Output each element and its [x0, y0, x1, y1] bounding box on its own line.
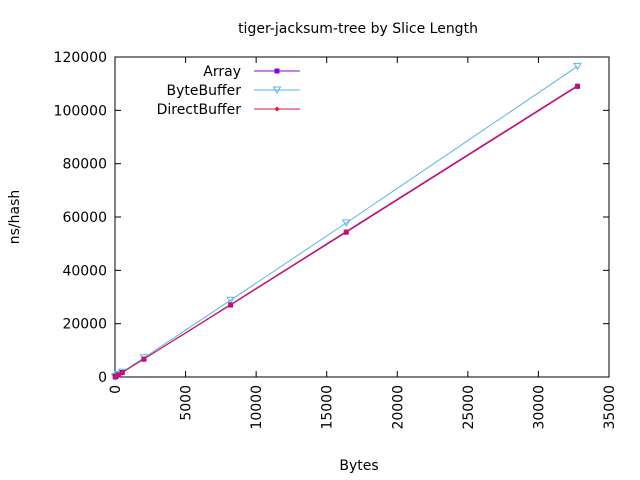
data-point-directbuffer: [116, 372, 122, 378]
x-tick-label: 5000: [179, 385, 195, 421]
data-point-bytebuffer: [226, 296, 235, 305]
data-point-bytebuffer: [573, 62, 582, 71]
x-tick-label: 35000: [602, 385, 618, 430]
x-tick-label: 0: [108, 385, 124, 394]
y-tick-label: 80000: [62, 157, 107, 173]
x-tick-label: 15000: [320, 385, 336, 430]
data-point-directbuffer: [119, 369, 125, 375]
data-point-directbuffer: [228, 301, 234, 307]
series-layer: [110, 62, 582, 381]
data-point-bytebuffer: [341, 219, 351, 227]
legend-label-directbuffer: DirectBuffer: [157, 102, 242, 118]
legend-label-bytebuffer: ByteBuffer: [167, 83, 242, 99]
legend-marker-bytebuffer: [272, 86, 282, 94]
data-point-directbuffer: [343, 228, 349, 234]
data-point-directbuffer: [141, 356, 147, 362]
chart-title: tiger-jacksum-tree by Slice Length: [238, 21, 478, 37]
x-tick-label: 20000: [390, 385, 406, 430]
legend-label-array: Array: [203, 64, 241, 80]
y-tick-label: 120000: [54, 50, 107, 66]
y-axis-label: ns/hash: [7, 190, 23, 245]
ticks: 0 5000 10000 15000 20000 25000 30000 35000 0 2000…: [54, 50, 618, 430]
y-tick-label: 40000: [62, 263, 107, 279]
legend-marker-directbuffer: [274, 106, 280, 112]
x-tick-label: 25000: [461, 385, 477, 430]
y-tick-label: 20000: [62, 317, 107, 333]
x-tick-label: 30000: [531, 385, 547, 430]
y-tick-label: 0: [98, 370, 107, 386]
y-tick-label: 100000: [54, 103, 107, 119]
legend-marker-array: [274, 68, 280, 74]
legend: Array ByteBuffer DirectBuffer: [157, 64, 300, 118]
series-directbuffer: [112, 83, 580, 380]
x-axis-label: Bytes: [339, 458, 378, 474]
data-point-directbuffer: [574, 83, 580, 89]
x-tick-label: 10000: [249, 385, 265, 430]
y-tick-label: 60000: [62, 210, 107, 226]
